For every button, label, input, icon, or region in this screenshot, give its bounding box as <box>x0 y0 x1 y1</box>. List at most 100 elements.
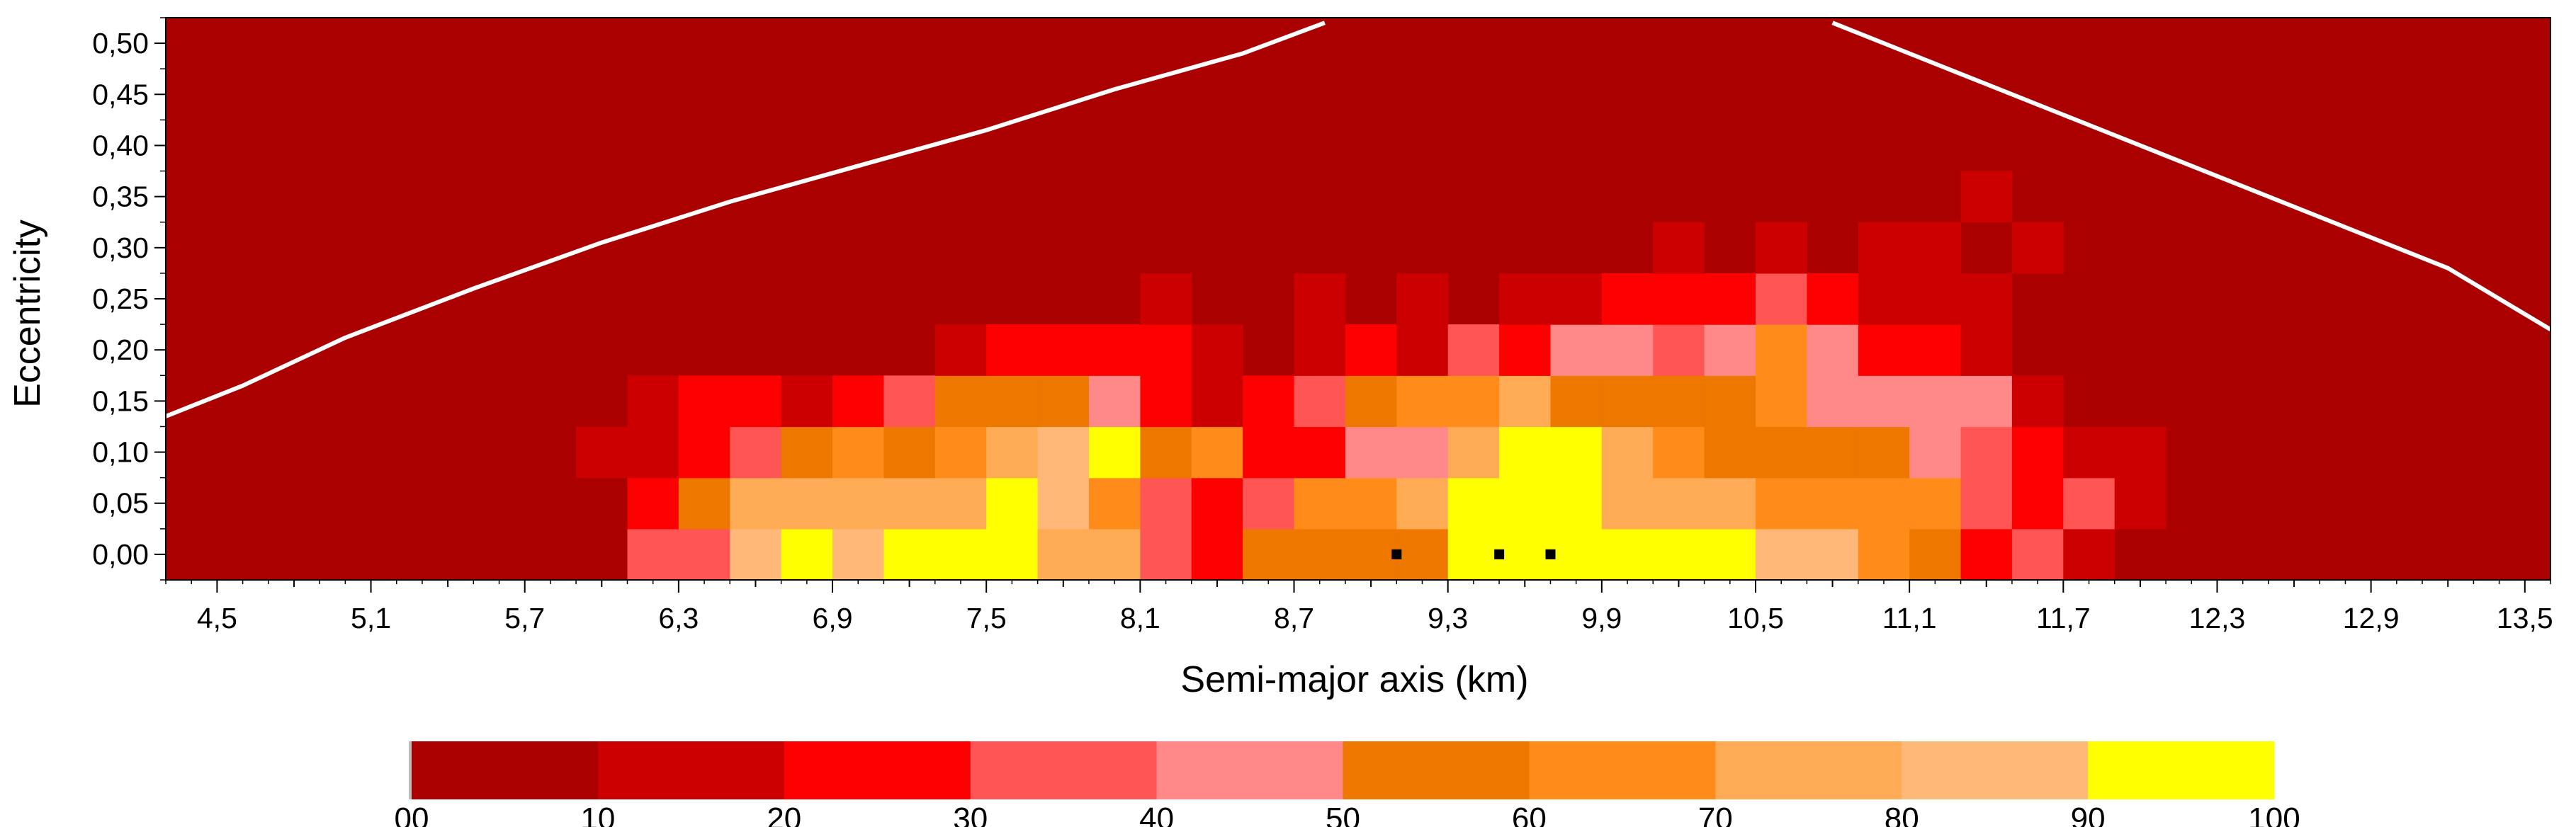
data-marker <box>1545 549 1556 559</box>
heatmap-cell <box>730 528 782 581</box>
x-axis: 4,5 5,1 5,7 6,3 6,9 7,5 8,1 8,7 9,3 9,9 10,5 11,1 11… <box>165 580 2553 634</box>
y-tick-label: 0,35 <box>92 181 149 213</box>
heatmap-cell <box>1756 324 1807 376</box>
heatmap-cell <box>1089 426 1141 479</box>
heatmap-cell <box>1704 273 1756 325</box>
heatmap-cell <box>1653 222 1705 274</box>
heatmap-cell <box>986 426 1039 479</box>
heatmap-cell <box>1140 324 1192 376</box>
heatmap-cell <box>1909 324 1962 376</box>
heatmap-cell <box>934 324 987 376</box>
heatmap-cell <box>1089 324 1141 376</box>
heatmap-cell <box>1345 375 1397 428</box>
heatmap-cell <box>1243 528 1295 581</box>
heatmap-cell <box>1140 273 1192 325</box>
heatmap-cell <box>1140 375 1192 428</box>
heatmap-cell <box>1191 324 1243 376</box>
heatmap-cell <box>1858 324 1910 376</box>
heatmap-cell <box>2011 477 2064 530</box>
heatmap-cell <box>1601 426 1654 479</box>
colorbar-label: 50 <box>1326 802 1360 827</box>
y-tick-label: 0,50 <box>92 27 149 59</box>
heatmap-cell <box>781 528 833 581</box>
heatmap-cell <box>1601 324 1654 376</box>
heatmap-cell <box>1550 273 1603 325</box>
heatmap-cell <box>1858 528 1910 581</box>
colorbar-label: 10 <box>580 802 615 827</box>
x-axis-title: Semi-major axis (km) <box>1180 659 1528 700</box>
colorbar-swatch <box>970 741 1158 799</box>
heatmap-cell <box>1601 528 1654 581</box>
heatmap-cell <box>1191 426 1243 479</box>
heatmap-cell <box>1294 324 1346 376</box>
heatmap-cell <box>1345 426 1397 479</box>
heatmap-cell <box>781 426 833 479</box>
heatmap-cell <box>1550 528 1603 581</box>
heatmap-cell <box>832 528 884 581</box>
x-tick-label: 12,9 <box>2343 602 2400 634</box>
colorbar-label: 30 <box>953 802 988 827</box>
y-tick-label: 0,25 <box>92 283 149 315</box>
heatmap-cell <box>1653 426 1705 479</box>
heatmap-cell <box>1447 477 1500 530</box>
heatmap-cell <box>986 477 1039 530</box>
heatmap-cell <box>986 324 1039 376</box>
heatmap-cell <box>1807 528 1859 581</box>
heatmap-cell <box>1396 375 1449 428</box>
heatmap-cell <box>1550 375 1603 428</box>
heatmap-cell <box>1756 477 1807 530</box>
heatmap-cell <box>1294 426 1346 479</box>
heatmap-cell <box>730 375 782 428</box>
heatmap-cell <box>1447 375 1500 428</box>
heatmap-cell <box>2011 375 2064 428</box>
heatmap-cell <box>1756 426 1807 479</box>
colorbar-label: 00 <box>395 802 429 827</box>
colorbar-swatch <box>412 741 599 799</box>
y-tick-label: 0,00 <box>92 538 149 571</box>
colorbar-swatch <box>1715 741 1902 799</box>
heatmap-cell <box>832 375 884 428</box>
heatmap-cell <box>1601 375 1654 428</box>
heatmap-cell <box>934 375 987 428</box>
heatmap-cell <box>1447 324 1500 376</box>
heatmap-cell <box>1601 273 1654 325</box>
colorbar-label: 90 <box>2071 802 2106 827</box>
heatmap-cell <box>1909 222 1962 274</box>
heatmap-cell <box>1601 477 1654 530</box>
heatmap-cell <box>1037 375 1090 428</box>
heatmap-cell <box>1037 528 1090 581</box>
colorbar-label: 100 <box>2248 802 2300 827</box>
heatmap-cell <box>1499 273 1552 325</box>
heatmap-cell <box>883 375 936 428</box>
x-tick-label: 8,1 <box>1120 602 1160 634</box>
heatmap-cell <box>1550 324 1603 376</box>
heatmap-cell <box>1858 477 1910 530</box>
heatmap-cell <box>883 477 936 530</box>
heatmap-cell <box>1858 375 1910 428</box>
heatmap-cell <box>1858 426 1910 479</box>
heatmap-cell <box>1807 273 1859 325</box>
heatmap-cell <box>1396 426 1449 479</box>
x-tick-label: 6,3 <box>658 602 699 634</box>
heatmap-cell <box>1704 477 1756 530</box>
heatmap-cell <box>1909 426 1962 479</box>
heatmap-cell <box>1037 426 1090 479</box>
heatmap-cell <box>1294 273 1346 325</box>
y-tick-label: 0,45 <box>92 78 149 110</box>
heatmap-cell <box>627 528 679 581</box>
heatmap-cell <box>1550 477 1603 530</box>
heatmap-cell <box>1960 426 2013 479</box>
heatmap-cell <box>1807 477 1859 530</box>
heatmap-cell <box>1807 324 1859 376</box>
data-marker <box>1391 549 1402 559</box>
heatmap-cell <box>1396 528 1449 581</box>
collision-limit-outer <box>1831 21 2552 331</box>
heatmap-cell <box>2011 426 2064 479</box>
heatmap-cell <box>1653 324 1705 376</box>
heatmap-cell <box>1756 222 1807 274</box>
heatmap-cell <box>1345 324 1397 376</box>
heatmap-cell <box>1140 528 1192 581</box>
x-tick-label: 10,5 <box>1727 602 1784 634</box>
heatmap-cell <box>1807 426 1859 479</box>
heatmap-cell <box>1960 375 2013 428</box>
